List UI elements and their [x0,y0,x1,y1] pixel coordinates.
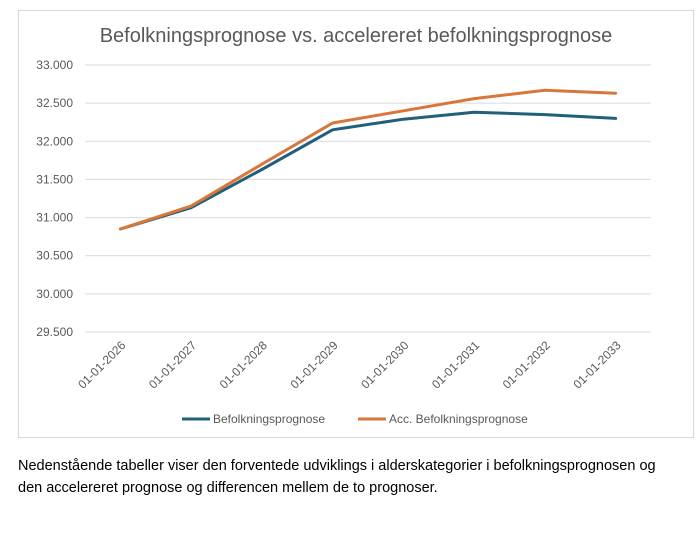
chart-title: Befolkningsprognose vs. accelereret befo… [100,25,613,47]
y-tick-label: 31.500 [36,172,73,186]
y-tick-label: 32.500 [36,96,73,110]
line-chart: Befolkningsprognose vs. accelereret befo… [36,25,651,426]
chart-frame: Befolkningsprognose vs. accelereret befo… [18,10,694,438]
series-line-2 [118,88,618,231]
x-tick-label: 01-01-2028 [217,338,271,392]
caption-paragraph: Nedenstående tabeller viser den forvente… [18,455,700,499]
y-tick-label: 30.000 [36,287,73,301]
x-tick-label: 01-01-2033 [570,338,624,392]
series-line-1 [118,110,618,231]
x-tick-label: 01-01-2032 [500,338,554,392]
x-tick-label: 01-01-2031 [429,338,483,392]
legend-label-1: Befolkningsprognose [213,412,325,426]
y-tick-label: 31.000 [36,211,73,225]
x-tick-label: 01-01-2027 [146,338,200,392]
x-tick-label: 01-01-2026 [75,338,129,392]
caption-line-1: Nedenstående tabeller viser den forvente… [18,458,656,474]
caption-line-2: den accelereret prognose og differencen … [18,480,438,496]
x-tick-label: 01-01-2030 [358,338,412,392]
x-tick-label: 01-01-2029 [287,338,341,392]
legend-label-2: Acc. Befolkningsprognose [389,412,528,426]
y-tick-label: 32.000 [36,134,73,148]
y-tick-label: 29.500 [36,325,73,339]
y-tick-label: 33.000 [36,58,73,72]
y-tick-label: 30.500 [36,249,73,263]
